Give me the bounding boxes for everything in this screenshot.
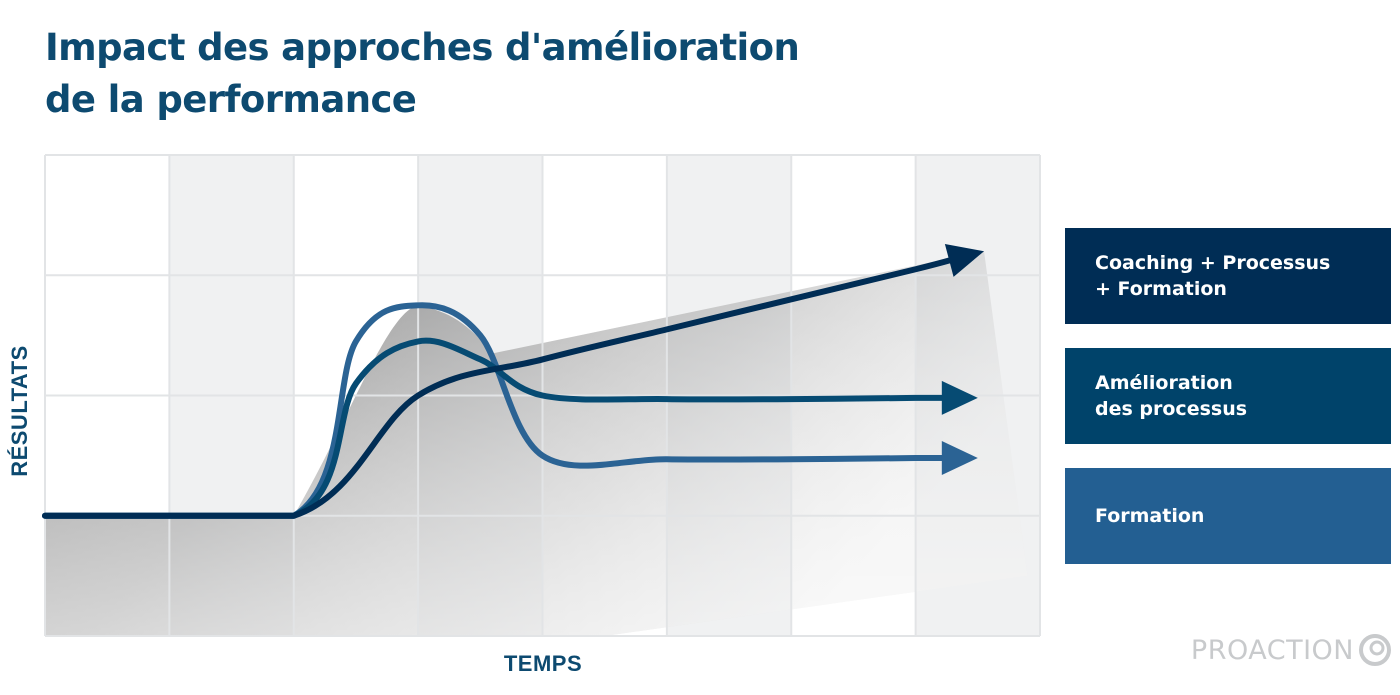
shadow-fade (45, 251, 1028, 636)
series-line-formation (42, 302, 954, 519)
legend-item-amelioration: Amélioration des processus (1065, 348, 1391, 444)
shadow-area (45, 251, 1028, 636)
chart-title-line-1: Impact des approches d'amélioration (45, 26, 800, 69)
y-axis-label: RÉSULTATS (7, 345, 32, 477)
legend-label-coaching: Coaching + Processus + Formation (1095, 252, 1331, 300)
logo-text: PROACTION (1190, 634, 1354, 666)
arrowhead-coaching (944, 243, 985, 277)
legend-item-coaching: Coaching + Processus + Formation (1065, 228, 1391, 324)
legend-item-formation: Formation (1065, 468, 1391, 564)
arrowhead-amelioration (941, 380, 978, 415)
proaction-logo: PROACTION (1191, 633, 1392, 667)
legend: Coaching + Processus + Formation Amélior… (1065, 228, 1391, 588)
chart-title-line-2: de la performance (45, 78, 417, 121)
series-line-amelioration (42, 337, 954, 519)
series-lines (42, 243, 985, 519)
series-line-coaching (42, 255, 961, 519)
x-axis-label: TEMPS (503, 651, 583, 676)
chart-title: Impact des approches d'amélioration de l… (45, 22, 945, 126)
legend-label-amelioration: Amélioration des processus (1095, 372, 1248, 420)
logo-swirl-icon (1359, 634, 1391, 666)
legend-label-formation: Formation (1095, 505, 1205, 527)
arrowhead-formation (941, 441, 978, 476)
